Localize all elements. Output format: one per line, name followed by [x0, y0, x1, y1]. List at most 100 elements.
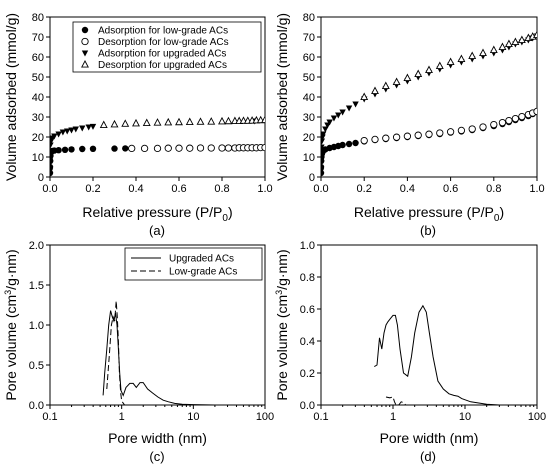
data-point	[321, 150, 325, 157]
data-point	[89, 145, 97, 152]
data-point	[207, 117, 216, 125]
data-point	[261, 143, 265, 152]
legend-marker	[81, 26, 89, 34]
series-3	[360, 30, 537, 101]
data-point	[435, 61, 444, 70]
x-tick-label: 1.0	[257, 183, 272, 195]
series-1	[360, 107, 537, 145]
data-point	[425, 65, 433, 74]
y-tick-label: 50	[303, 72, 315, 84]
data-point	[218, 116, 226, 125]
data-point	[68, 127, 75, 134]
data-point	[55, 131, 62, 138]
x-tick-label: 0.4	[400, 183, 415, 195]
series-line	[106, 300, 126, 405]
data-point	[50, 168, 54, 175]
panel-caption: (a)	[149, 223, 165, 238]
series-2	[50, 118, 258, 175]
legend-entry: Adsorption for upgraded ACs	[98, 49, 226, 60]
legend-entry: Desorption for low-grade ACs	[98, 37, 229, 48]
data-point	[392, 77, 401, 86]
data-point	[51, 133, 58, 140]
y-tick-label: 40	[303, 92, 315, 104]
y-tick-label: 80	[32, 12, 44, 24]
x-tick-label: 1.0	[529, 183, 544, 195]
x-axis-title: Pore width (nm)	[108, 430, 207, 446]
x-tick-label: 1	[119, 411, 125, 423]
chart-panel-d: 0.1 1 10 100 0.0 0.2 0.4 0.6 0.8 1.0 Pore width (n…	[274, 240, 546, 464]
data-point	[122, 145, 129, 152]
x-tick-label: 1	[390, 411, 396, 423]
data-point	[61, 146, 69, 153]
legend-marker	[81, 37, 89, 46]
data-point	[50, 142, 54, 149]
data-point	[533, 30, 537, 39]
y-tick-label: 30	[32, 112, 44, 124]
x-tick-label: 0.1	[313, 411, 328, 423]
data-point	[196, 117, 205, 125]
data-point	[517, 35, 526, 44]
data-point	[142, 118, 151, 127]
data-point	[121, 119, 130, 127]
data-point	[64, 128, 71, 135]
y-tick-label: 2.0	[29, 240, 44, 252]
x-axis-title: Pore width (nm)	[380, 430, 479, 446]
data-point	[110, 119, 119, 128]
x-tick-label: 0.4	[128, 183, 143, 195]
data-point	[321, 168, 325, 175]
y-tick-label: 0.0	[29, 400, 44, 412]
data-point	[446, 57, 455, 66]
data-point	[55, 147, 62, 154]
x-tick-label: 0.6	[443, 183, 458, 195]
x-tick-label: 0.0	[313, 183, 328, 195]
data-point	[132, 118, 140, 127]
data-point	[128, 144, 136, 153]
data-point	[468, 51, 477, 60]
data-point	[153, 118, 162, 126]
data-point	[72, 126, 79, 133]
y-tick-label: 0.6	[300, 304, 315, 316]
data-point	[345, 105, 353, 112]
y-axis-title: Volume adsorbed (mmol/g)	[274, 13, 290, 181]
y-tick-label: 10	[32, 152, 44, 164]
data-point	[164, 117, 173, 126]
plot-frame	[320, 244, 538, 406]
x-axis-title: Relative pressure (P/P0)	[82, 204, 232, 224]
data-point	[85, 124, 92, 131]
y-tick-label: 1.5	[29, 280, 44, 292]
data-point	[518, 112, 526, 121]
y-tick-label: 70	[303, 32, 315, 44]
data-point	[111, 145, 118, 152]
legend-box	[72, 21, 262, 73]
data-point	[446, 128, 455, 136]
data-point	[207, 144, 215, 152]
x-tick-label: 100	[528, 411, 546, 423]
y-tick-label: 30	[303, 112, 315, 124]
y-tick-label: 10	[303, 152, 315, 164]
legend-entry: Desorption for upgraded ACs	[98, 60, 227, 71]
data-point	[457, 54, 466, 63]
data-point	[79, 145, 86, 153]
y-tick-label: 70	[32, 32, 44, 44]
data-point	[436, 129, 444, 137]
data-point	[89, 123, 97, 130]
data-point	[403, 73, 412, 82]
x-tick-label: 10	[187, 411, 199, 423]
data-point	[382, 134, 390, 142]
data-point	[326, 119, 333, 126]
data-point	[68, 146, 75, 153]
plot-area	[321, 30, 537, 177]
y-tick-label: 0.0	[300, 400, 315, 412]
data-point	[489, 45, 498, 54]
x-tick-label: 0.2	[357, 183, 372, 195]
data-point	[175, 144, 183, 152]
data-point	[360, 92, 369, 101]
legend-entry: Low-grade ACs	[169, 267, 237, 278]
y-tick-label: 80	[303, 12, 315, 24]
data-point	[186, 144, 194, 152]
data-point	[414, 131, 422, 139]
data-point	[321, 134, 326, 141]
legend-entry: Adsorption for low-grade ACs	[98, 26, 228, 37]
x-tick-label: 0.6	[171, 183, 186, 195]
